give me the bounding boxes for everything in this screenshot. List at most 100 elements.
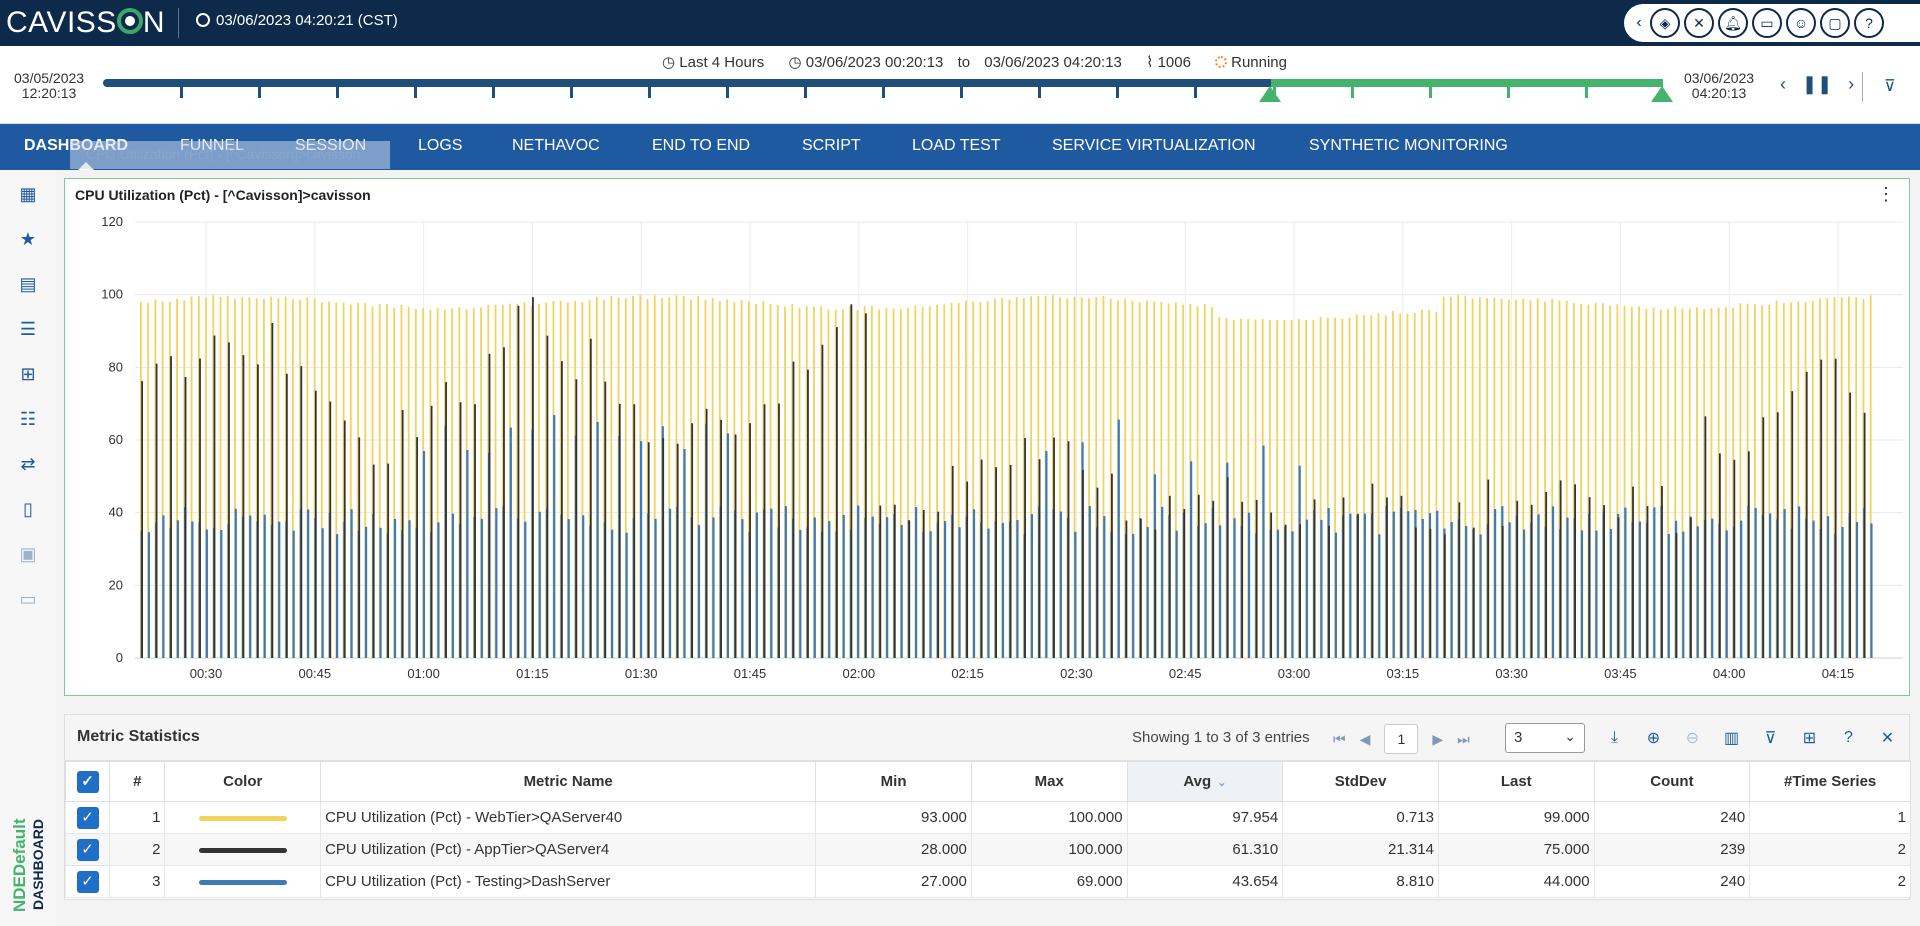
- col-time-series[interactable]: #Time Series: [1749, 761, 1911, 802]
- col-color[interactable]: Color: [164, 761, 322, 802]
- rows-per-page-select[interactable]: 3 ⌄: [1505, 723, 1585, 753]
- bar-webtier: [1573, 303, 1575, 658]
- columns-icon[interactable]: ▥: [1723, 729, 1740, 747]
- bar-webtier: [1645, 308, 1648, 658]
- table-row[interactable]: ✓ 2 CPU Utilization (Pct) - AppTier>QAServ…: [64, 833, 1911, 866]
- y-tick-label: 100: [101, 287, 123, 302]
- calendar-icon[interactable]: ▤: [19, 273, 37, 294]
- last-page-icon[interactable]: ⏭: [1457, 730, 1470, 747]
- bar-testing: [1522, 529, 1526, 658]
- user-icon[interactable]: ☺: [1786, 8, 1816, 38]
- timeline-right-handle[interactable]: [1651, 86, 1673, 102]
- remove-circle-icon[interactable]: ⊖: [1685, 729, 1700, 747]
- bar-apptier: [647, 442, 650, 658]
- next-page-icon[interactable]: ▶: [1432, 730, 1444, 747]
- chart-widget[interactable]: 0 20 40 60 80 100 120 00:30 00:45 01:00 01:15 01:30…: [64, 178, 1910, 696]
- stats-title: Metric Statistics: [77, 728, 200, 745]
- table-row[interactable]: ✓ 3 CPU Utilization (Pct) - Testing>DashSe…: [64, 865, 1911, 898]
- tools-icon[interactable]: ✕: [1684, 8, 1714, 38]
- sliders-icon[interactable]: ☷: [19, 408, 37, 429]
- bar-apptier: [1733, 459, 1736, 658]
- sort-desc-icon[interactable]: ⌄: [1217, 777, 1227, 789]
- bar-webtier: [1030, 296, 1033, 658]
- list-download-icon[interactable]: ☰: [19, 318, 37, 339]
- table-row[interactable]: ✓ 1 CPU Utilization (Pct) - WebTier>QAServ…: [64, 801, 1911, 834]
- first-page-icon[interactable]: ⏮: [1333, 730, 1346, 747]
- nav-synthetic-monitoring[interactable]: SYNTHETIC MONITORING: [1309, 137, 1508, 154]
- help-icon[interactable]: ?: [1854, 8, 1884, 38]
- checkbox-icon[interactable]: ✓: [76, 838, 99, 861]
- bar-webtier: [545, 302, 548, 658]
- bar-testing: [1725, 530, 1728, 658]
- save-icon[interactable]: ▣: [19, 543, 37, 564]
- document-icon[interactable]: ▯: [23, 498, 33, 519]
- col-metric-name[interactable]: Metric Name: [320, 761, 817, 802]
- bar-webtier: [863, 306, 866, 658]
- help-icon[interactable]: ?: [1844, 728, 1853, 746]
- row-checkbox[interactable]: ✓: [64, 865, 111, 898]
- bar-testing: [683, 448, 686, 658]
- nav-nethavoc[interactable]: NETHAVOC: [512, 137, 600, 154]
- tablet-icon[interactable]: ▭: [1752, 8, 1782, 38]
- bar-webtier: [1015, 297, 1018, 658]
- favorite-star-icon[interactable]: ★: [19, 228, 37, 249]
- close-icon[interactable]: ✕: [1880, 729, 1895, 747]
- bar-webtier: [1840, 297, 1843, 658]
- bar-testing: [1247, 512, 1251, 658]
- col-max[interactable]: Max: [970, 761, 1128, 802]
- nav-load-test[interactable]: LOAD TEST: [912, 137, 1001, 154]
- timeline-tick: [648, 87, 651, 98]
- bar-webtier: [1095, 297, 1098, 658]
- row-checkbox[interactable]: ✓: [64, 801, 111, 834]
- edit-card-icon[interactable]: ▭: [19, 588, 37, 609]
- more-vertical-icon[interactable]: ⋮: [1877, 184, 1895, 204]
- prev-page-icon[interactable]: ◀: [1359, 730, 1371, 747]
- bar-webtier: [1486, 298, 1488, 658]
- nav-service-virtualization[interactable]: SERVICE VIRTUALIZATION: [1052, 137, 1256, 154]
- checkbox-icon[interactable]: ✓: [76, 770, 99, 793]
- col-min[interactable]: Min: [815, 761, 972, 802]
- table-icon[interactable]: ⊞: [1802, 729, 1817, 747]
- timeline-selection[interactable]: [1271, 79, 1663, 87]
- prev-icon[interactable]: ‹: [1780, 74, 1786, 94]
- nav-script[interactable]: SCRIPT: [802, 137, 861, 154]
- page-number-input[interactable]: 1: [1384, 724, 1419, 754]
- col-stddev[interactable]: StdDev: [1282, 761, 1439, 802]
- col-number[interactable]: #: [109, 761, 166, 802]
- col-avg[interactable]: Avg ⌄: [1126, 761, 1284, 802]
- cavisson-logo[interactable]: CAVISS N: [6, 6, 165, 39]
- col-last[interactable]: Last: [1437, 761, 1595, 802]
- download-icon[interactable]: ⤓: [1610, 728, 1619, 746]
- bar-webtier: [719, 301, 721, 658]
- pause-icon[interactable]: ❚❚: [1802, 74, 1833, 94]
- bell-icon[interactable]: 🔔︎: [1718, 8, 1748, 38]
- monitor-icon[interactable]: ▢: [1820, 8, 1850, 38]
- chevron-left-icon[interactable]: ‹: [1636, 14, 1642, 31]
- next-icon[interactable]: ›: [1848, 74, 1855, 94]
- count-value: 1006: [1157, 54, 1191, 71]
- row-metric-name: CPU Utilization (Pct) - Testing>DashServ…: [320, 865, 817, 898]
- preset-label[interactable]: ◷ Last 4 Hours: [662, 54, 765, 71]
- timeline-left-handle[interactable]: [1259, 86, 1281, 102]
- checkbox-icon[interactable]: ✓: [76, 870, 99, 893]
- filter-icon[interactable]: ⊽: [1884, 78, 1896, 95]
- checkbox-icon[interactable]: ✓: [76, 806, 99, 829]
- row-avg: 97.954: [1126, 801, 1284, 834]
- bar-apptier: [430, 405, 433, 658]
- widgets-icon[interactable]: ▦: [19, 183, 37, 204]
- paint-icon[interactable]: ◈: [1650, 8, 1680, 38]
- filter-icon[interactable]: ⊽: [1764, 729, 1777, 747]
- row-checkbox[interactable]: ✓: [64, 833, 111, 866]
- nav-logs[interactable]: LOGS: [418, 137, 463, 154]
- bar-webtier: [1848, 296, 1850, 658]
- add-circle-icon[interactable]: ⊕: [1646, 729, 1661, 747]
- bar-webtier: [994, 298, 996, 658]
- swap-icon[interactable]: ⇄: [20, 453, 36, 474]
- nav-end-to-end[interactable]: END TO END: [652, 137, 751, 154]
- bar-webtier: [1674, 306, 1677, 658]
- timeline-track[interactable]: [103, 79, 1663, 87]
- header-select-all[interactable]: ✓: [64, 761, 111, 802]
- gauge-icon[interactable]: ⊞: [20, 363, 36, 384]
- timeline-tick: [492, 87, 495, 98]
- col-count[interactable]: Count: [1593, 761, 1751, 802]
